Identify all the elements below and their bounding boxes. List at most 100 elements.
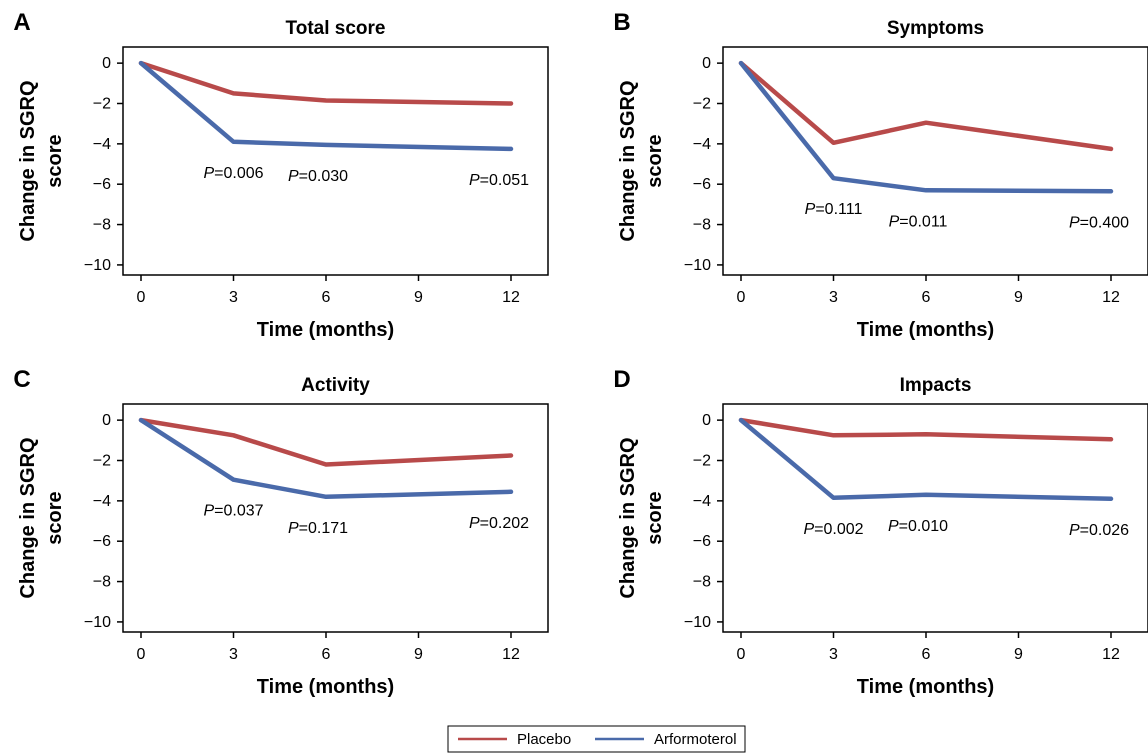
y-tick-label: −10 — [84, 614, 111, 631]
p-value-label: P=0.010 — [888, 518, 948, 535]
y-axis-label-line: Change in SGRQ — [617, 80, 639, 241]
chart-panel-a: A Total score 0 −2 −4 −6 −8 −10 0 3 6 9 12 Time (mont… — [13, 9, 549, 341]
x-tick-label: 0 — [737, 646, 746, 663]
plot-frame — [722, 403, 1148, 633]
y-tick-label: −10 — [684, 614, 711, 631]
y-tick-label: 0 — [702, 412, 711, 429]
p-value-label: P=0.037 — [203, 503, 263, 520]
y-tick-label: −8 — [93, 574, 111, 591]
series-line-arformoterol — [738, 60, 1114, 194]
x-tick-label: 0 — [737, 289, 746, 306]
y-tick-label: 0 — [102, 55, 111, 72]
series-line-placebo — [738, 60, 1114, 152]
panel-letter: C — [13, 366, 30, 393]
plot-frame — [722, 46, 1148, 276]
y-axis-label-line: score — [44, 134, 66, 187]
x-tick-label: 9 — [414, 646, 423, 663]
p-value-text: =0.037 — [214, 503, 263, 520]
series-line-placebo — [138, 417, 514, 467]
panel-letter: D — [613, 366, 630, 393]
p-value-symbol: P — [288, 168, 299, 185]
y-axis-label-line: Change in SGRQ — [17, 437, 39, 598]
chart-panel-d: D Impacts 0 −2 −4 −6 −8 −10 0 3 6 9 12 Time (months) C… — [613, 366, 1148, 698]
p-value-symbol: P — [888, 518, 899, 535]
y-tick-label: 0 — [702, 55, 711, 72]
y-axis-label: Change in SGRQ score — [617, 80, 666, 241]
p-value-text: =0.202 — [480, 515, 529, 532]
y-tick-label: −8 — [693, 574, 711, 591]
y-tick-label: −6 — [693, 533, 711, 550]
x-tick-label: 6 — [922, 289, 931, 306]
p-value-label: P=0.006 — [203, 165, 263, 182]
y-tick-label: −10 — [684, 257, 711, 274]
x-tick-label: 0 — [137, 646, 146, 663]
p-value-symbol: P — [203, 165, 214, 182]
p-value-label: P=0.051 — [469, 172, 529, 189]
y-tick-label: −2 — [693, 452, 711, 469]
y-tick-label: −4 — [93, 493, 111, 510]
p-value-label: P=0.202 — [469, 515, 529, 532]
panel-title: Symptoms — [887, 18, 984, 39]
p-value-label: P=0.400 — [1069, 214, 1129, 231]
y-tick-label: −4 — [693, 493, 711, 510]
y-tick-label: −10 — [84, 257, 111, 274]
p-value-symbol: P — [203, 503, 214, 520]
y-tick-label: −8 — [693, 217, 711, 234]
x-tick-label: 3 — [829, 289, 838, 306]
p-value-symbol: P — [288, 520, 299, 537]
p-value-symbol: P — [1069, 214, 1080, 231]
p-value-symbol: P — [469, 172, 480, 189]
series-line-arformoterol — [738, 417, 1114, 502]
x-tick-label: 3 — [229, 289, 238, 306]
y-tick-label: −2 — [93, 95, 111, 112]
y-axis-label-line: Change in SGRQ — [617, 437, 639, 598]
x-tick-label: 6 — [922, 646, 931, 663]
x-tick-label: 12 — [1102, 646, 1120, 663]
y-axis-label: Change in SGRQ score — [617, 437, 666, 598]
x-tick-label: 9 — [1014, 646, 1023, 663]
legend-label: Arformoterol — [654, 731, 737, 748]
p-value-label: P=0.026 — [1069, 522, 1129, 539]
series-line-arformoterol — [138, 417, 514, 500]
x-tick-label: 3 — [229, 646, 238, 663]
panel-letter: A — [13, 9, 30, 36]
x-tick-label: 9 — [1014, 289, 1023, 306]
p-value-symbol: P — [469, 515, 480, 532]
y-axis-label-line: score — [644, 134, 666, 187]
p-value-text: =0.026 — [1080, 522, 1129, 539]
y-axis-label: Change in SGRQ score — [17, 437, 66, 598]
series-line-placebo — [738, 417, 1114, 442]
p-value-symbol: P — [805, 201, 816, 218]
plot-frame — [122, 403, 549, 633]
x-axis-label: Time (months) — [857, 676, 994, 698]
y-tick-label: −6 — [93, 176, 111, 193]
p-value-text: =0.111 — [815, 201, 862, 218]
p-value-text: =0.030 — [299, 168, 348, 185]
x-tick-label: 6 — [322, 289, 331, 306]
y-tick-label: −8 — [93, 217, 111, 234]
x-tick-label: 3 — [829, 646, 838, 663]
y-tick-label: −2 — [93, 452, 111, 469]
legend-label: Placebo — [517, 731, 571, 748]
x-tick-label: 6 — [322, 646, 331, 663]
series-line-placebo — [138, 60, 514, 106]
legend: Placebo Arformoterol — [447, 725, 746, 753]
p-value-label: P=0.111 — [805, 201, 863, 218]
panel-title: Impacts — [900, 375, 972, 396]
p-value-text: =0.400 — [1080, 214, 1129, 231]
y-axis-label-line: Change in SGRQ — [17, 80, 39, 241]
y-axis-label: Change in SGRQ score — [17, 80, 66, 241]
p-value-label: P=0.171 — [288, 520, 348, 537]
p-value-label: P=0.002 — [803, 521, 863, 538]
y-tick-label: −4 — [693, 136, 711, 153]
p-value-text: =0.011 — [899, 213, 947, 230]
y-tick-label: −4 — [93, 136, 111, 153]
p-value-text: =0.006 — [214, 165, 263, 182]
y-tick-label: −6 — [693, 176, 711, 193]
p-value-label: P=0.030 — [288, 168, 348, 185]
y-tick-label: 0 — [102, 412, 111, 429]
p-value-symbol: P — [803, 521, 814, 538]
x-tick-label: 0 — [137, 289, 146, 306]
p-value-text: =0.171 — [299, 520, 348, 537]
